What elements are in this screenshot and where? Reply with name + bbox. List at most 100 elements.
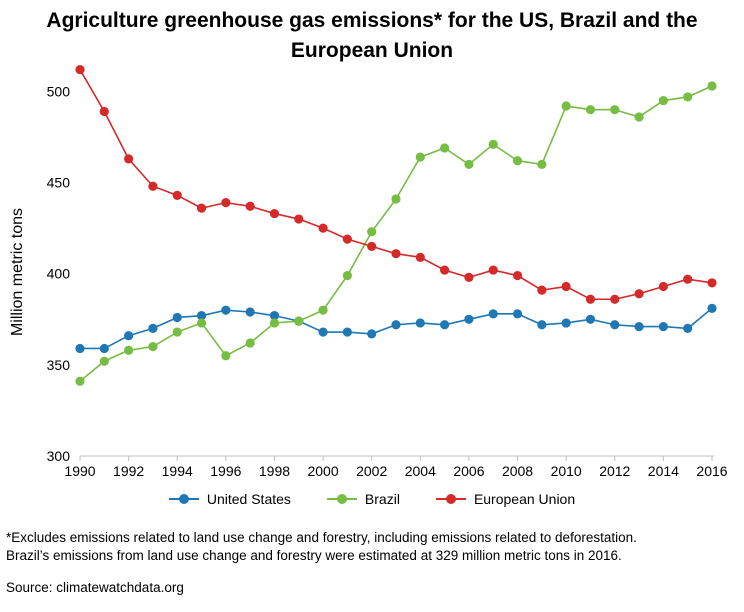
data-point-brazil bbox=[658, 95, 668, 106]
y-tick-label: 450 bbox=[47, 175, 71, 191]
legend: United States Brazil European Union bbox=[0, 489, 744, 509]
data-point-european-union bbox=[707, 278, 717, 288]
legend-item-brazil: Brazil bbox=[326, 491, 400, 507]
data-point-united-states bbox=[488, 309, 498, 319]
data-point-united-states bbox=[269, 311, 280, 321]
data-point-brazil bbox=[707, 81, 717, 91]
data-point-european-union bbox=[269, 208, 280, 219]
data-point-united-states bbox=[415, 318, 425, 328]
chart-title: Agriculture greenhouse gas emissions* fo… bbox=[46, 9, 698, 62]
data-point-european-union bbox=[124, 154, 134, 164]
data-point-brazil bbox=[318, 305, 328, 315]
x-tick-label: 1998 bbox=[259, 463, 290, 479]
y-tick-label: 400 bbox=[47, 266, 71, 282]
data-point-brazil bbox=[415, 152, 425, 162]
legend-swatch-united-states bbox=[168, 494, 199, 504]
legend-swatch-brazil bbox=[326, 494, 357, 504]
x-tick-label: 2002 bbox=[356, 463, 387, 479]
x-tick-label: 2000 bbox=[307, 463, 338, 479]
data-point-brazil bbox=[585, 105, 596, 115]
data-point-united-states bbox=[124, 331, 134, 341]
data-point-european-union bbox=[99, 106, 109, 117]
data-point-united-states bbox=[99, 343, 109, 354]
data-point-brazil bbox=[99, 356, 109, 366]
data-point-european-union bbox=[440, 265, 450, 275]
source-text: Source: climatewatchdata.org bbox=[6, 580, 184, 595]
line-chart: 1990 1992 1994 1996 1998 2000 2002 2004 2006 2008… bbox=[9, 64, 728, 479]
legend-swatch-european-union bbox=[435, 494, 466, 504]
x-tick-label: 1994 bbox=[162, 463, 193, 479]
data-point-brazil bbox=[124, 345, 134, 355]
data-point-united-states bbox=[172, 312, 182, 323]
data-point-european-union bbox=[391, 249, 401, 259]
data-point-european-union bbox=[148, 181, 158, 191]
data-point-united-states bbox=[440, 320, 450, 330]
data-point-european-union bbox=[537, 285, 547, 295]
data-point-united-states bbox=[318, 327, 328, 337]
data-point-european-union bbox=[342, 234, 352, 244]
series-line-brazil bbox=[79, 85, 713, 382]
data-point-european-union bbox=[634, 289, 644, 299]
data-point-brazil bbox=[367, 227, 377, 237]
x-tick-label: 2014 bbox=[648, 463, 679, 479]
x-tick-label: 1990 bbox=[64, 463, 95, 479]
data-point-brazil bbox=[196, 318, 207, 328]
data-point-brazil bbox=[342, 270, 352, 281]
x-tick-label: 2012 bbox=[599, 463, 630, 479]
data-point-brazil bbox=[172, 327, 182, 337]
x-tick-label: 2008 bbox=[502, 463, 533, 479]
data-point-european-union bbox=[75, 64, 85, 75]
data-point-united-states bbox=[683, 323, 693, 334]
data-point-united-states bbox=[464, 314, 474, 324]
series-layer bbox=[75, 64, 717, 386]
data-point-united-states bbox=[634, 321, 644, 332]
data-point-european-union bbox=[172, 190, 182, 200]
data-point-european-union bbox=[318, 223, 328, 233]
data-point-european-union bbox=[196, 203, 207, 213]
data-point-european-union bbox=[658, 281, 668, 292]
data-point-united-states bbox=[75, 343, 85, 354]
data-point-european-union bbox=[585, 294, 596, 304]
data-point-united-states bbox=[537, 320, 547, 330]
y-axis-label: Million metric tons bbox=[9, 208, 26, 336]
data-point-european-union bbox=[683, 274, 693, 284]
data-point-brazil bbox=[464, 159, 474, 169]
data-point-european-union bbox=[464, 272, 474, 282]
x-tick-label: 2016 bbox=[696, 463, 727, 479]
x-tick-label: 1992 bbox=[113, 463, 144, 479]
series-european-union bbox=[75, 64, 717, 304]
data-point-european-union bbox=[294, 214, 304, 224]
series-united-states bbox=[75, 303, 717, 354]
data-point-united-states bbox=[367, 329, 377, 339]
data-point-brazil bbox=[391, 194, 401, 204]
series-brazil bbox=[75, 81, 717, 386]
data-point-united-states bbox=[658, 321, 668, 332]
data-point-european-union bbox=[367, 241, 377, 251]
data-point-united-states bbox=[196, 311, 207, 321]
x-tick-label: 2010 bbox=[551, 463, 582, 479]
footnote: *Excludes emissions related to land use … bbox=[6, 529, 738, 565]
data-point-european-union bbox=[221, 198, 231, 208]
data-point-brazil bbox=[245, 338, 255, 348]
legend-item-european-union: European Union bbox=[435, 491, 575, 507]
data-point-brazil bbox=[561, 101, 571, 111]
data-point-european-union bbox=[245, 201, 255, 211]
x-tick-label: 2004 bbox=[405, 463, 436, 479]
x-tick-label: 2006 bbox=[453, 463, 484, 479]
footnote-line-2: Brazil’s emissions from land use change … bbox=[6, 548, 622, 563]
data-point-brazil bbox=[294, 316, 304, 326]
data-point-brazil bbox=[75, 376, 85, 386]
data-point-brazil bbox=[512, 156, 523, 166]
data-point-united-states bbox=[610, 320, 620, 330]
data-point-european-union bbox=[488, 265, 498, 275]
axes: 1990 1992 1994 1996 1998 2000 2002 2004 2006 2008… bbox=[47, 83, 728, 479]
data-point-united-states bbox=[561, 318, 571, 328]
data-point-brazil bbox=[221, 351, 231, 361]
data-point-united-states bbox=[391, 320, 401, 330]
data-point-european-union bbox=[610, 294, 620, 304]
data-point-brazil bbox=[488, 139, 498, 149]
y-tick-label: 500 bbox=[47, 83, 71, 99]
x-tick-label: 1996 bbox=[210, 463, 241, 479]
data-point-united-states bbox=[707, 303, 717, 313]
data-point-european-union bbox=[415, 252, 425, 262]
